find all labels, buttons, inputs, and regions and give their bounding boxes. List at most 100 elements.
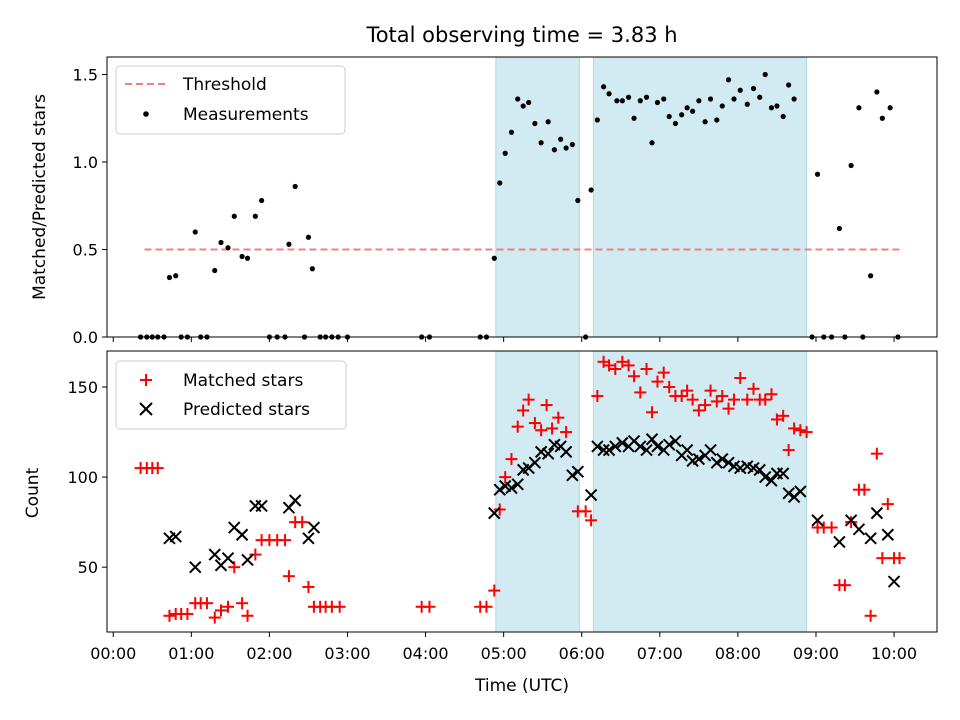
legend-matched-swatch	[140, 374, 152, 386]
predicted-star-marker	[602, 443, 616, 457]
matched-star-marker	[794, 424, 807, 437]
y-tick-label: 0.5	[73, 241, 98, 260]
matched-star-marker	[517, 404, 530, 417]
x-tick-label: 01:00	[168, 644, 214, 663]
x-tick-label: 09:00	[793, 644, 839, 663]
measurement-point	[696, 98, 702, 104]
predicted-star-marker	[235, 528, 249, 541]
y-tick-label: 150	[67, 378, 98, 397]
bottom-plot-frame	[106, 350, 938, 633]
matched-star-marker	[704, 384, 717, 397]
measurement-point	[239, 253, 245, 260]
predicted-star-marker	[852, 523, 866, 536]
observing-windows	[495, 56, 808, 338]
matched-star-marker	[864, 609, 877, 622]
measurement-point	[212, 267, 218, 274]
top-legend: Threshold Measurements	[115, 65, 346, 135]
predicted-star-marker	[302, 532, 315, 545]
matched-star-marker	[552, 411, 565, 424]
measurement-point	[606, 91, 612, 97]
matched-star-marker	[423, 600, 436, 613]
matched-star-marker	[282, 570, 295, 583]
measurement-point	[707, 96, 714, 102]
measurement-point	[545, 119, 551, 125]
predicted-star-marker	[591, 440, 604, 453]
measurement-point	[520, 103, 526, 109]
measurement-point	[575, 197, 581, 204]
matched-star-marker	[893, 552, 906, 565]
measurement-point	[588, 187, 594, 193]
matched-star-marker	[279, 534, 292, 547]
predicted-star-marker	[881, 528, 895, 541]
matched-star-marker	[499, 471, 512, 484]
matched-star-marker	[765, 388, 778, 401]
measurement-point	[649, 140, 655, 146]
observing-window-1	[592, 56, 808, 338]
measurement-point	[192, 229, 198, 235]
measurement-point	[731, 96, 737, 102]
matched-star-marker	[699, 399, 712, 412]
legend-predicted-swatch	[139, 402, 153, 416]
matched-star-marker	[640, 363, 653, 376]
x-tick-label: 03:00	[324, 644, 370, 663]
matched-star-marker	[535, 424, 548, 437]
measurement-point	[538, 140, 544, 146]
x-tick-label: 02:00	[246, 644, 292, 663]
predicted-star-marker	[559, 445, 573, 459]
matched-star-marker	[163, 609, 176, 622]
measurement-point	[526, 99, 532, 106]
measurement-point	[874, 89, 880, 95]
measurement-point	[173, 273, 179, 279]
matched-star-marker	[825, 521, 838, 534]
x-axis-label: Time (UTC)	[474, 676, 569, 696]
measurement-point	[569, 141, 575, 148]
matched-star-marker	[716, 390, 729, 403]
predicted-star-marker	[776, 467, 790, 480]
predicted-star-marker	[534, 445, 548, 459]
matched-star-marker	[722, 402, 735, 415]
predicted-star-marker	[692, 452, 706, 466]
matched-star-marker	[540, 399, 553, 412]
bottom-y-axis-label: Count	[23, 467, 43, 518]
measurement-point	[848, 162, 854, 169]
predicted-star-marker	[584, 488, 598, 502]
measurement-point	[231, 213, 237, 219]
x-tick-label: 05:00	[481, 644, 527, 663]
matched-star-marker	[585, 514, 598, 527]
matched-star-marker	[759, 393, 772, 406]
matched-star-marker	[511, 420, 524, 433]
matched-star-marker	[249, 548, 262, 561]
predicted-star-marker	[759, 470, 772, 484]
measurement-point	[702, 119, 708, 125]
top-y-axis-label: Matched/Predicted stars	[30, 94, 50, 300]
measurement-point	[563, 145, 569, 151]
matched-star-marker	[603, 359, 616, 372]
y-tick-label: 0.0	[73, 328, 98, 347]
predicted-star-marker	[734, 461, 747, 475]
measurement-point	[836, 225, 842, 232]
measurement-point	[661, 96, 667, 102]
x-tick-label: 00:00	[90, 644, 136, 663]
top-y-ticks: 0.0 0.5 1.0 1.5	[73, 66, 107, 347]
predicted-star-marker	[241, 553, 254, 567]
predicted-star-marker	[609, 440, 622, 453]
predicted-star-marker	[870, 506, 884, 520]
matched-star-marker	[686, 393, 699, 406]
matched-star-marker	[528, 417, 541, 430]
matched-star-marker	[628, 370, 641, 383]
matched-star-marker	[858, 483, 871, 496]
y-tick-label: 50	[78, 558, 98, 577]
predicted-star-marker	[571, 465, 585, 478]
predicted-star-marker	[221, 551, 235, 565]
predicted-star-marker	[511, 478, 524, 491]
measurement-point	[515, 96, 521, 102]
measurement-point	[750, 85, 757, 92]
predicted-star-marker	[645, 433, 659, 446]
bottom-x-ticks: 00:00 01:00 02:00 03:00 04:00 05:00 06:00 07:00…	[90, 632, 917, 663]
observing-windows	[495, 350, 808, 633]
matched-star-marker	[522, 393, 535, 406]
matched-star-marker	[845, 516, 858, 529]
measurement-point	[679, 112, 685, 118]
matched-star-marker	[296, 516, 309, 529]
measurement-point	[631, 115, 637, 121]
